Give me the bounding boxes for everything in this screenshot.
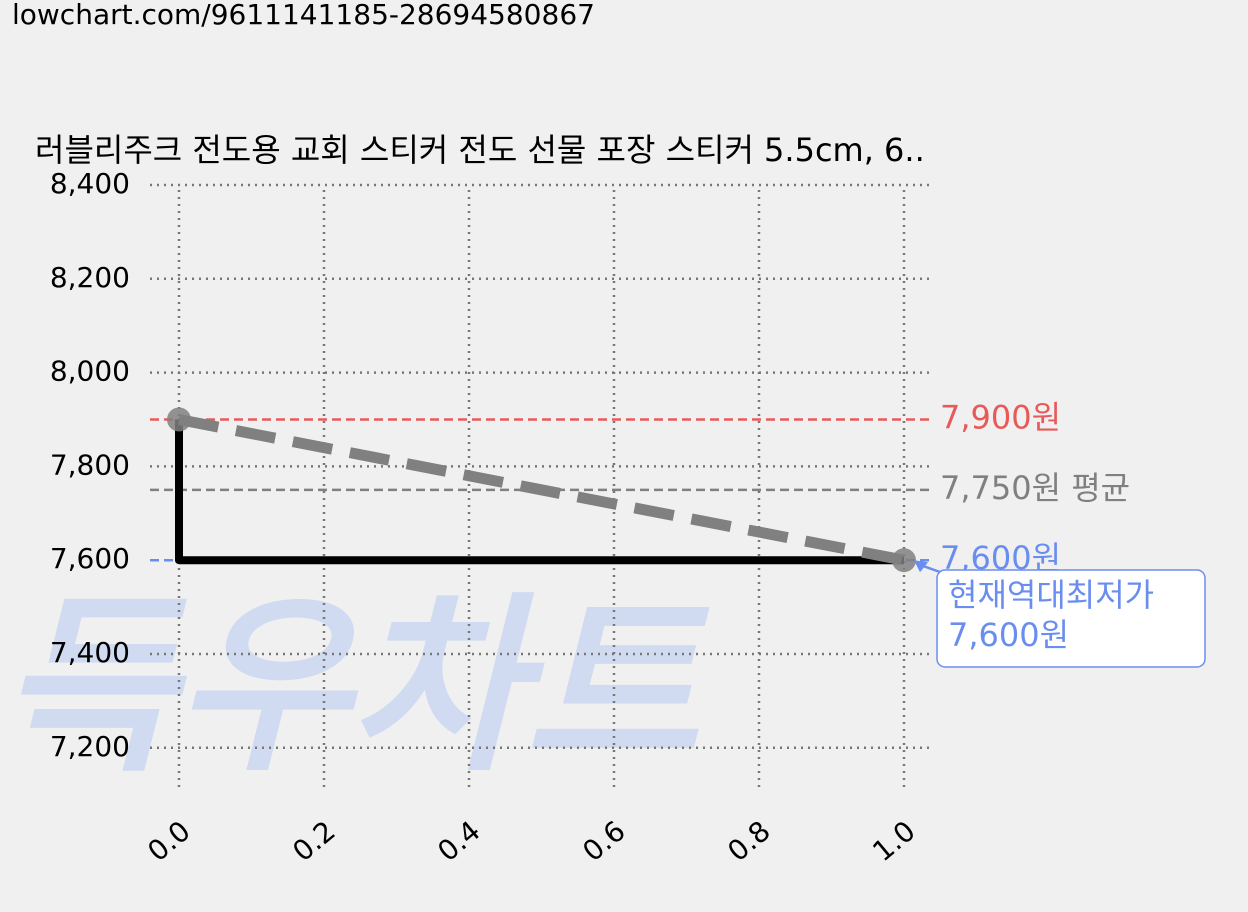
series-line [177,414,906,566]
y-tick-label: 7,800 [50,448,130,481]
y-tick-label: 8,400 [50,167,130,200]
y-tick-label: 7,200 [50,730,130,763]
annotation-text: 현재역대최저가 [948,576,1154,614]
reference-label: 7,900원 [940,398,1061,436]
series-line [175,419,904,565]
point [167,407,191,432]
chart-title: 러블리주크 전도용 교회 스티커 전도 선물 포장 스티커 5.5cm, 6.. [35,131,925,169]
annotation-text: 7,600원 [948,616,1069,654]
watermark: 득우차트 [0,576,710,797]
y-tick-label: 8,200 [50,261,130,294]
url: lowchart.com/9611141185-28694580867 [12,0,595,31]
y-tick-label: 7,600 [50,542,130,575]
y-tick-label: 7,400 [50,636,130,669]
reference-label: 7,750원 평균 [940,469,1130,507]
point [892,548,916,573]
arrow-head [914,560,928,573]
y-tick-label: 8,000 [50,355,130,388]
annotation-box [936,569,1206,668]
